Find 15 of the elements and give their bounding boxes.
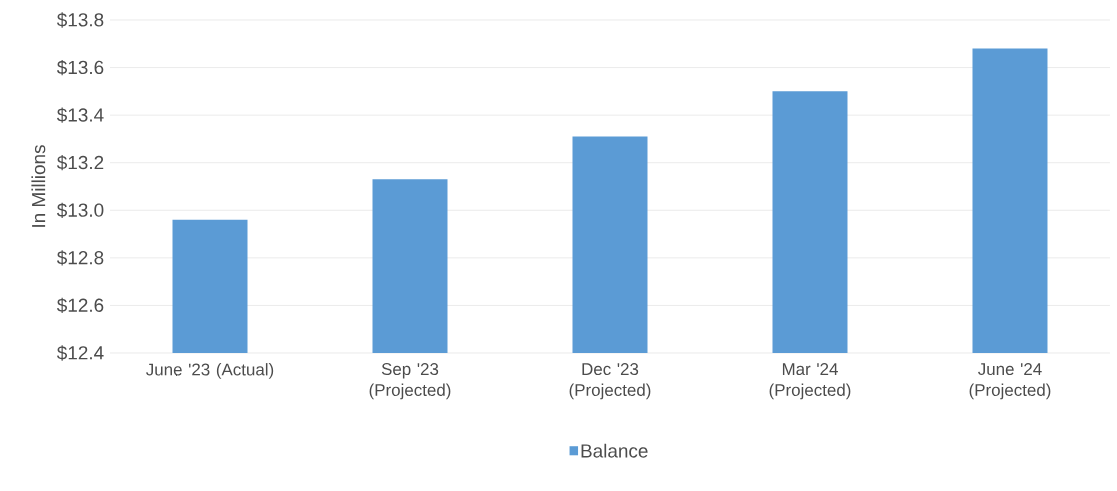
y-tick-label: $12.8 bbox=[56, 250, 104, 266]
y-tick-label: $13.4 bbox=[56, 107, 104, 123]
y-tick-label: $12.4 bbox=[56, 345, 104, 361]
legend-label: Balance bbox=[581, 443, 648, 458]
x-tick-label: Sep '23 (Projected) bbox=[369, 363, 451, 400]
y-tick-label: $12.6 bbox=[56, 297, 104, 314]
x-tick-label: Dec '23 (Projected) bbox=[569, 363, 651, 400]
y-axis-title: In Millions bbox=[31, 145, 46, 227]
x-tick-label: Mar '24 (Projected) bbox=[769, 363, 851, 400]
y-tick-label: $13.8 bbox=[56, 12, 104, 28]
y-tick-label: $13.2 bbox=[56, 155, 104, 171]
x-tick-label: June '24 (Projected) bbox=[969, 363, 1051, 400]
y-tick-label: $13.0 bbox=[56, 202, 104, 218]
x-tick-label: June '23 (Actual) bbox=[146, 363, 274, 379]
y-tick-label: $13.6 bbox=[56, 59, 104, 76]
